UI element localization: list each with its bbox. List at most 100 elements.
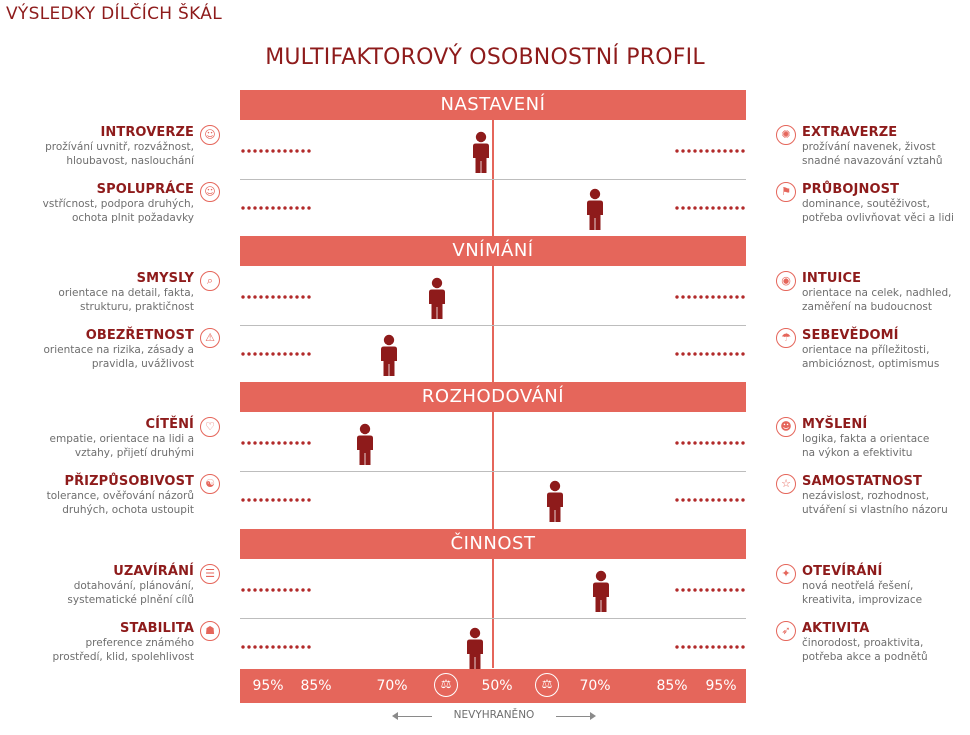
scale-right: ☂ SEBEVĚDOMÍ orientace na příležitosti, amb…: [776, 328, 970, 371]
scale-name: OBEZŘETNOST: [85, 328, 194, 343]
extravert-icon: ✺: [776, 125, 796, 145]
undecided-legend: NEVYHRANĚNO: [392, 709, 596, 723]
scale-right: ⚑ PRŮBOJNOST dominance, soutěživost, potřeb…: [776, 182, 970, 225]
scale-description: prostředí, klid, spolehlivost: [52, 651, 194, 663]
scale-description: empatie, orientace na lidi a: [49, 433, 194, 445]
dotted-line: [674, 588, 746, 592]
scale-name: AKTIVITA: [802, 621, 870, 636]
scale-right: ✦ OTEVÍRÁNÍ nová neotřelá řešení, kreativit…: [776, 564, 970, 607]
row-divider: [240, 325, 746, 326]
scale-name: MYŠLENÍ: [802, 417, 868, 432]
dotted-line: [240, 498, 312, 502]
scale-description: na výkon a efektivitu: [802, 447, 913, 459]
dotted-line: [674, 206, 746, 210]
checklist-icon: ☰: [200, 564, 220, 584]
dotted-line: [240, 588, 312, 592]
axis-bar: 95% 85% 70% ⚖ 50% ⚖ 70% 85% 95%: [240, 669, 746, 703]
scale-left: ☺ SPOLUPRÁCE vstřícnost, podpora druhých, o…: [20, 182, 220, 225]
scale-left: ☗ STABILITA preference známého prostředí, k…: [20, 621, 220, 664]
chart-title: MULTIFAKTOROVÝ OSOBNOSTNÍ PROFIL: [265, 45, 705, 70]
scale-name: CÍTĚNÍ: [145, 417, 194, 432]
scale-description: druhých, ochota ustoupit: [62, 504, 194, 516]
scale-name: INTROVERZE: [100, 125, 194, 140]
scale-description: ambicióznost, optimismus: [802, 358, 940, 370]
scale-left: ☰ UZAVÍRÁNÍ dotahování, plánování, systemat…: [20, 564, 220, 607]
dotted-line: [674, 498, 746, 502]
scale-name: SEBEVĚDOMÍ: [802, 328, 899, 343]
page-title: VÝSLEDKY DÍLČÍCH ŠKÁL: [6, 4, 222, 24]
dotted-line: [674, 352, 746, 356]
scale-name: INTUICE: [802, 271, 862, 286]
dotted-line: [240, 206, 312, 210]
scale-name: SAMOSTATNOST: [802, 474, 922, 489]
runner-icon: ➶: [776, 621, 796, 641]
lightbulb-icon: ✦: [776, 564, 796, 584]
independence-icon: ☆: [776, 474, 796, 494]
scale-left: ☯ PŘIZPŮSOBIVOST tolerance, ověřování názo…: [20, 474, 220, 517]
scale-description: vztahy, přijetí druhými: [74, 447, 194, 459]
scale-description: zaměření na budoucnost: [802, 301, 933, 313]
head-thinking-icon: ☻: [776, 417, 796, 437]
scale-description: orientace na detail, fakta,: [58, 287, 194, 299]
scale-description: dotahování, plánování,: [73, 580, 194, 592]
assertiveness-icon: ⚑: [776, 182, 796, 202]
scale-right: ✺ EXTRAVERZE prožívání navenek, živost snad…: [776, 125, 970, 168]
dotted-line: [240, 295, 312, 299]
person-marker: [381, 334, 397, 376]
section-band: ROZHODOVÁNÍ: [240, 382, 746, 412]
scale-description: orientace na rizika, zásady a: [43, 344, 195, 356]
row-divider: [240, 618, 746, 619]
scale-name: PRŮBOJNOST: [802, 182, 900, 197]
scale-description: pravidla, uvážlivost: [91, 358, 194, 370]
stability-icon: ☗: [200, 621, 220, 641]
tick-label: 85%: [656, 678, 688, 694]
scale-description: snadné navazování vztahů: [802, 155, 943, 167]
scale-description: dominance, soutěživost,: [802, 198, 931, 210]
dotted-line: [240, 441, 312, 445]
arrow-line: [396, 716, 432, 717]
scale-right: ☆ SAMOSTATNOST nezávislost, rozhodnost, utv…: [776, 474, 970, 517]
scale-name: UZAVÍRÁNÍ: [113, 564, 194, 579]
tick-label: 70%: [579, 678, 611, 694]
scale-right: ☻ MYŠLENÍ logika, fakta a orientace na výko…: [776, 417, 970, 460]
scale-description: systematické plnění cílů: [67, 594, 194, 606]
arrow-left-icon: [392, 712, 398, 720]
tick-label: 85%: [300, 678, 332, 694]
scale-name: EXTRAVERZE: [802, 125, 898, 140]
scale-left: ♡ CÍTĚNÍ empatie, orientace na lidi a vztah…: [20, 417, 220, 460]
person-marker: [473, 131, 489, 173]
introvert-icon: ☺: [200, 125, 220, 145]
scale-description: utváření si vlastního názoru: [802, 504, 948, 516]
scale-description: strukturu, praktičnost: [79, 301, 194, 313]
person-marker: [429, 277, 445, 319]
dotted-line: [240, 645, 312, 649]
scale-name: SPOLUPRÁCE: [96, 182, 194, 197]
scales-balance-icon: ⚖: [434, 673, 458, 697]
scale-description: ochota plnit požadavky: [71, 212, 194, 224]
scale-description: hloubavost, naslouchání: [66, 155, 194, 167]
person-marker: [547, 480, 563, 522]
scale-left: ⚠ OBEZŘETNOST orientace na rizika, zásady …: [20, 328, 220, 371]
scale-description: orientace na celek, nadhled,: [802, 287, 952, 299]
tick-label: 95%: [705, 678, 737, 694]
scale-description: vstřícnost, podpora druhých,: [42, 198, 194, 210]
undecided-label: NEVYHRANĚNO: [453, 709, 535, 721]
tick-label: 50%: [481, 678, 513, 694]
scale-right: ◉ INTUICE orientace na celek, nadhled, zamě…: [776, 271, 970, 314]
tick-label: 70%: [376, 678, 408, 694]
scale-description: kreativita, improvizace: [802, 594, 923, 606]
scale-name: PŘIZPŮSOBIVOST: [64, 474, 194, 489]
self-confidence-icon: ☂: [776, 328, 796, 348]
arrow-line: [556, 716, 592, 717]
scale-name: SMYSLY: [136, 271, 194, 286]
dotted-line: [240, 149, 312, 153]
scale-description: prožívání navenek, živost: [802, 141, 936, 153]
person-marker: [357, 423, 373, 465]
row-divider: [240, 179, 746, 180]
scale-description: nová neotřelá řešení,: [802, 580, 914, 592]
scale-description: činorodost, proaktivita,: [802, 637, 924, 649]
section-band: NASTAVENÍ: [240, 90, 746, 120]
scale-name: OTEVÍRÁNÍ: [802, 564, 883, 579]
scale-left: ⌕ SMYSLY orientace na detail, fakta, strukt…: [20, 271, 220, 314]
scale-description: prožívání uvnitř, rozvážnost,: [45, 141, 194, 153]
